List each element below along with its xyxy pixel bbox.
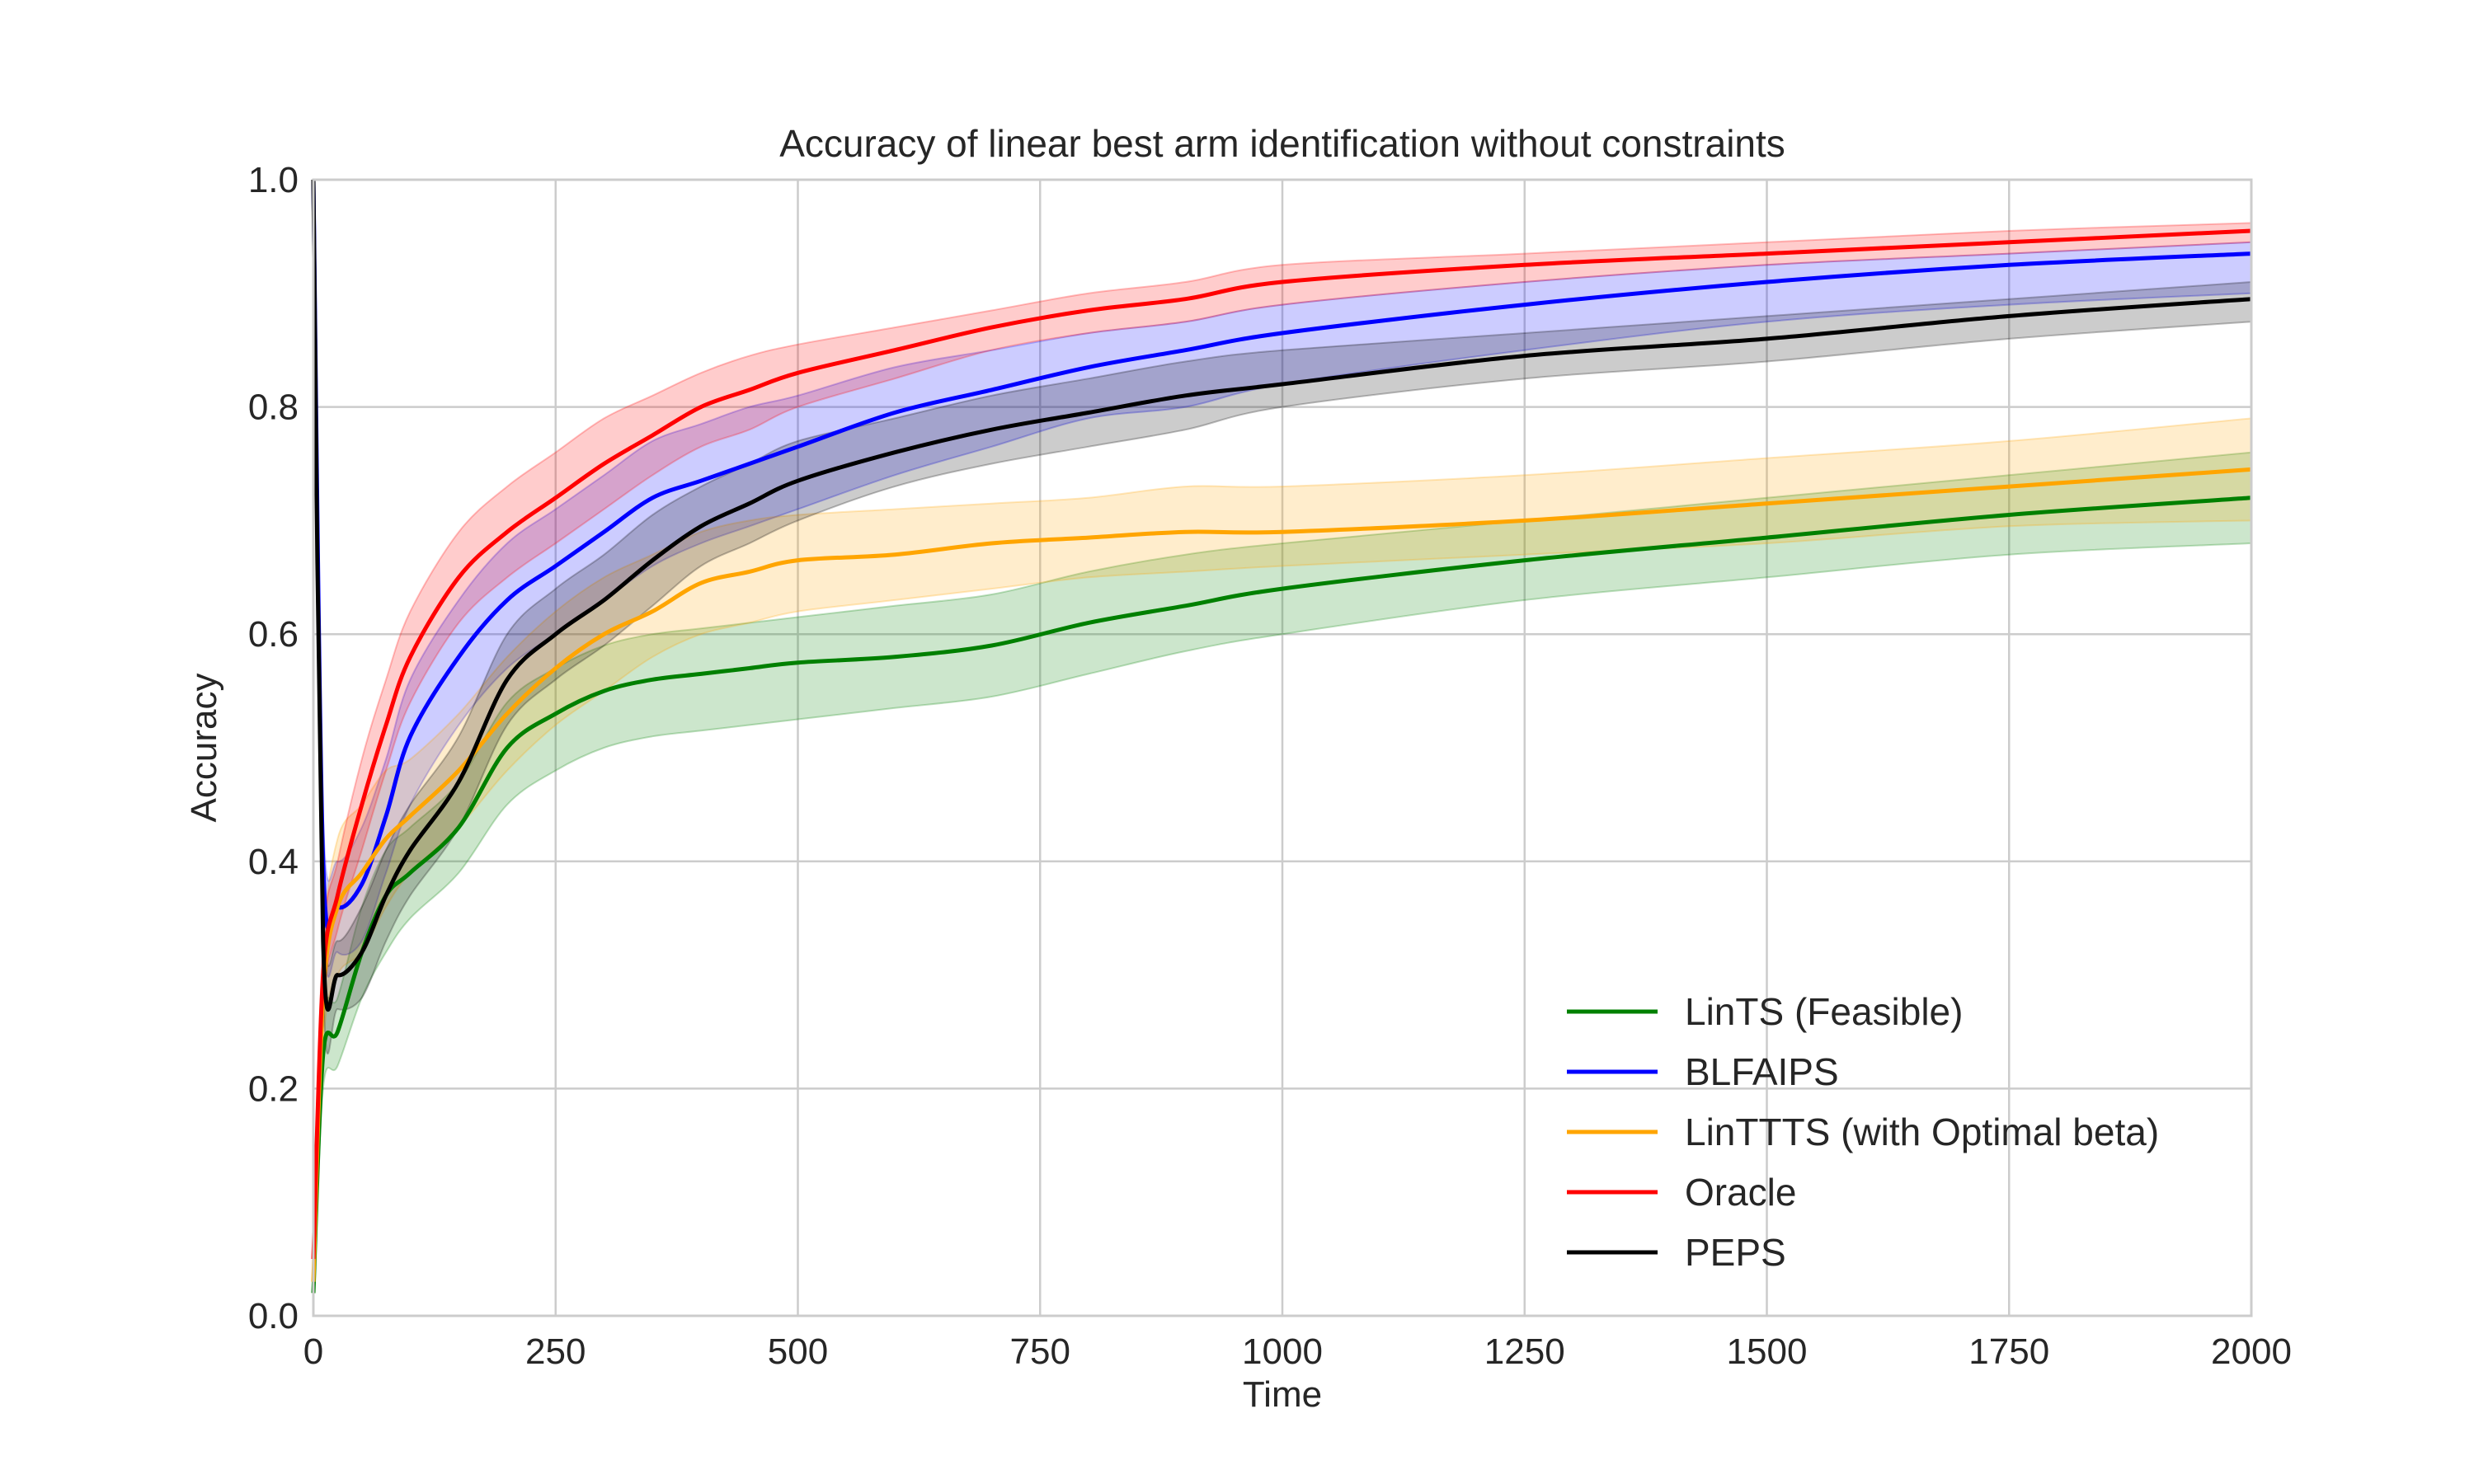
line-peps — [311, 179, 2252, 1012]
series-lines — [311, 179, 2252, 1294]
x-tick-label: 0 — [303, 1331, 323, 1372]
y-tick-label: 0.2 — [248, 1068, 299, 1109]
y-tick-label: 0.6 — [248, 614, 299, 655]
chart-title: Accuracy of linear best arm identificati… — [779, 122, 1785, 165]
x-tick-label: 1500 — [1727, 1331, 1808, 1372]
band-peps — [313, 179, 2252, 1055]
legend-label-peps: PEPS — [1685, 1231, 1786, 1274]
x-tick-label: 1750 — [1968, 1331, 2049, 1372]
y-ticks: 0.0 0.2 0.4 0.6 0.8 1.0 — [248, 160, 299, 1336]
legend-label-oracle: Oracle — [1685, 1171, 1796, 1214]
y-axis-label: Accuracy — [184, 674, 224, 823]
x-tick-label: 1000 — [1242, 1331, 1323, 1372]
band-blfaips — [313, 179, 2252, 978]
line-oracle — [311, 228, 2252, 1260]
y-tick-label: 0.0 — [248, 1296, 299, 1336]
x-tick-label: 750 — [1010, 1331, 1070, 1372]
x-tick-label: 500 — [768, 1331, 828, 1372]
plot-frame — [312, 178, 2253, 1317]
legend: LinTS (Feasible) BLFAIPS LinTTTS (with Opt… — [1567, 990, 2159, 1274]
y-tick-label: 0.4 — [248, 842, 299, 882]
y-tick-label: 0.8 — [248, 387, 299, 428]
x-tick-label: 250 — [525, 1331, 586, 1372]
legend-label-lints-feasible: LinTS (Feasible) — [1685, 990, 1963, 1033]
x-tick-label: 1250 — [1484, 1331, 1565, 1372]
line-blfaips — [311, 179, 2252, 932]
legend-label-blfaips: BLFAIPS — [1685, 1050, 1839, 1093]
legend-label-linttts-with-optimal-beta: LinTTTS (with Optimal beta) — [1685, 1111, 2159, 1153]
line-linttts-with-optimal-beta — [311, 467, 2252, 1282]
y-tick-label: 1.0 — [248, 160, 299, 200]
x-ticks: 0 250 500 750 1000 1250 1500 1750 2000 — [303, 1331, 2292, 1372]
x-axis-label: Time — [1243, 1374, 1322, 1415]
x-tick-label: 2000 — [2211, 1331, 2292, 1372]
